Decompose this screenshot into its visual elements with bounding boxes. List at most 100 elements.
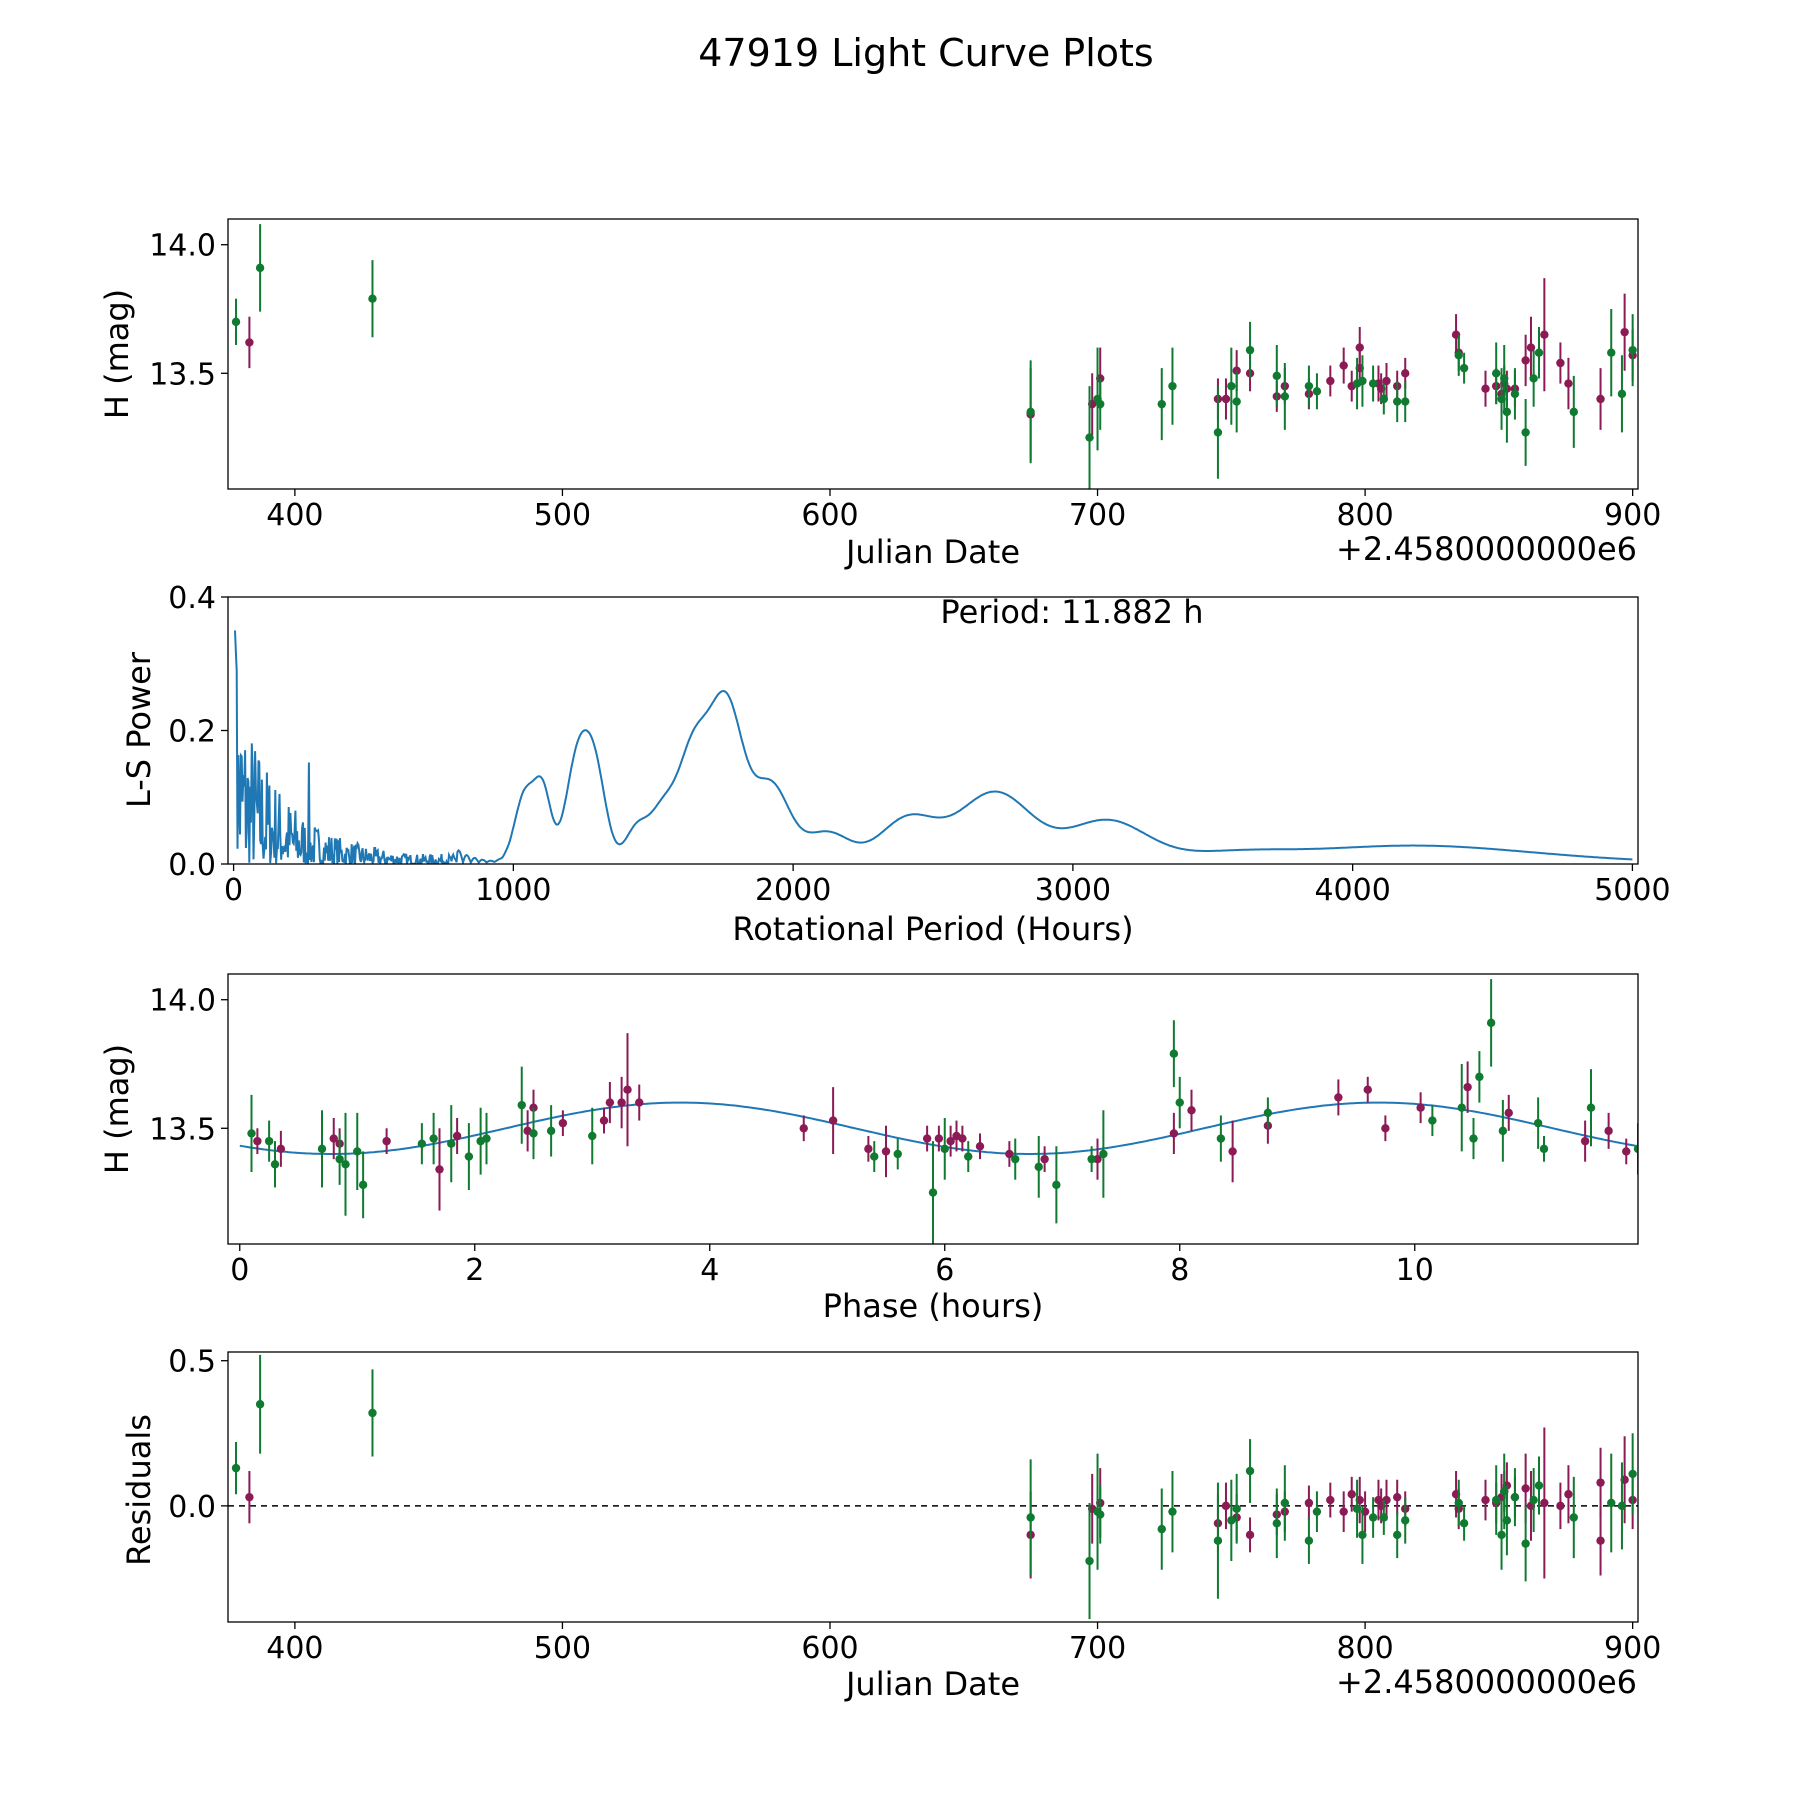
- data-point: [1607, 348, 1616, 357]
- scatter-layer: [231, 1354, 1637, 1620]
- light-curve-axes: 400 500 600 700 800 900 13.5 14.0: [149, 229, 1661, 533]
- data-point: [1622, 1147, 1631, 1156]
- data-point: [1534, 348, 1544, 357]
- phased-curve-ylabel: H (mag): [98, 1044, 136, 1174]
- data-point: [1040, 1154, 1049, 1164]
- data-point: [1368, 379, 1378, 388]
- data-point: [1245, 345, 1255, 355]
- data-point: [635, 1098, 644, 1107]
- data-point: [1556, 1501, 1565, 1511]
- data-point: [1539, 1144, 1549, 1154]
- data-point: [529, 1129, 538, 1138]
- data-point: [452, 1131, 462, 1141]
- data-point: [1617, 1501, 1627, 1511]
- data-point: [546, 1126, 556, 1136]
- data-point: [1085, 433, 1094, 442]
- x-tick-label: 600: [801, 498, 858, 533]
- data-point: [1169, 1049, 1179, 1058]
- data-point: [1221, 1501, 1231, 1511]
- data-point: [1339, 1507, 1348, 1516]
- data-point: [1540, 330, 1549, 339]
- data-point: [1463, 1082, 1472, 1092]
- x-tick-label: 8: [1170, 1253, 1189, 1288]
- data-point: [1187, 1106, 1196, 1115]
- data-point: [358, 1180, 368, 1190]
- periodogram-axes: 0 1000 2000 3000 4000 5000 0.0 0.2 0.4: [168, 581, 1670, 908]
- data-point: [1491, 369, 1501, 378]
- data-point: [1326, 376, 1335, 386]
- figure-title: 47919 Light Curve Plots: [698, 31, 1153, 75]
- data-point: [1607, 1498, 1616, 1508]
- data-point: [1355, 343, 1364, 352]
- y-tick-label: 13.5: [149, 357, 216, 392]
- data-point: [1481, 384, 1490, 393]
- data-point: [368, 1408, 377, 1418]
- data-point: [617, 1098, 626, 1107]
- data-point: [1381, 1124, 1390, 1133]
- data-point: [1454, 1498, 1463, 1508]
- data-point: [1096, 1510, 1105, 1519]
- data-point: [1245, 1530, 1255, 1540]
- data-point: [1569, 407, 1578, 417]
- residuals-plot-area: [228, 1354, 1638, 1620]
- panel-light-curve: 400 500 600 700 800 900 13.5 14.0 Julian Date +…: [98, 218, 1661, 571]
- data-point: [1213, 428, 1223, 437]
- data-point: [1526, 343, 1536, 352]
- x-tick-label: 500: [534, 1631, 591, 1666]
- phased-curve-frame: [227, 973, 1639, 1245]
- data-point: [1510, 389, 1520, 399]
- data-point: [1533, 1118, 1543, 1128]
- data-point: [1272, 1519, 1282, 1528]
- panel-residuals: 400 500 600 700 800 900 0.0 0.5 Julian Date +2.…: [120, 1345, 1661, 1703]
- x-tick-label: 0: [230, 1253, 249, 1288]
- period-annotation: Period: 11.882 h: [940, 593, 1203, 631]
- data-point: [558, 1118, 568, 1128]
- data-point: [1379, 1513, 1389, 1522]
- data-point: [1457, 1103, 1466, 1112]
- data-point: [270, 1160, 280, 1169]
- data-point: [864, 1144, 873, 1154]
- data-point: [1216, 1134, 1226, 1143]
- data-point: [958, 1134, 967, 1143]
- scatter-layer: [231, 224, 1637, 489]
- data-point: [1093, 1154, 1102, 1164]
- data-point: [881, 1147, 891, 1156]
- data-point: [1529, 1495, 1538, 1505]
- data-point: [946, 1136, 955, 1146]
- data-point: [1232, 397, 1241, 406]
- data-point: [1005, 1149, 1014, 1159]
- data-point: [1382, 376, 1391, 386]
- data-point: [1596, 1478, 1605, 1487]
- data-point: [368, 294, 377, 303]
- y-tick-label: 14.0: [149, 984, 216, 1019]
- x-tick-label: 5000: [1594, 873, 1670, 908]
- data-point: [417, 1139, 427, 1148]
- x-tick-label: 500: [534, 498, 591, 533]
- residuals-axes: 400 500 600 700 800 900 0.0 0.5: [168, 1345, 1661, 1666]
- data-point: [1393, 397, 1402, 406]
- data-point: [1401, 369, 1410, 378]
- data-point: [975, 1142, 985, 1151]
- data-point: [1628, 1469, 1637, 1479]
- data-point: [1510, 1492, 1520, 1502]
- data-point: [1521, 356, 1530, 365]
- data-point: [1502, 407, 1512, 417]
- data-point: [1401, 397, 1410, 406]
- data-point: [599, 1116, 609, 1125]
- x-tick-label: 900: [1604, 498, 1661, 533]
- phased-curve-plot-area: [239, 979, 1638, 1244]
- x-tick-label: 2000: [755, 873, 831, 908]
- data-point: [1026, 407, 1035, 417]
- data-point: [1529, 374, 1538, 383]
- data-point: [934, 1134, 944, 1143]
- data-point: [1087, 1154, 1096, 1164]
- data-point: [1564, 1490, 1573, 1499]
- data-point: [1358, 1530, 1367, 1540]
- data-point: [1326, 1495, 1335, 1505]
- light-curve-offset-label: +2.4580000000e6: [1336, 530, 1637, 568]
- data-point: [245, 338, 254, 347]
- data-point: [1280, 1498, 1290, 1508]
- data-point: [429, 1134, 438, 1143]
- data-point: [1500, 374, 1509, 383]
